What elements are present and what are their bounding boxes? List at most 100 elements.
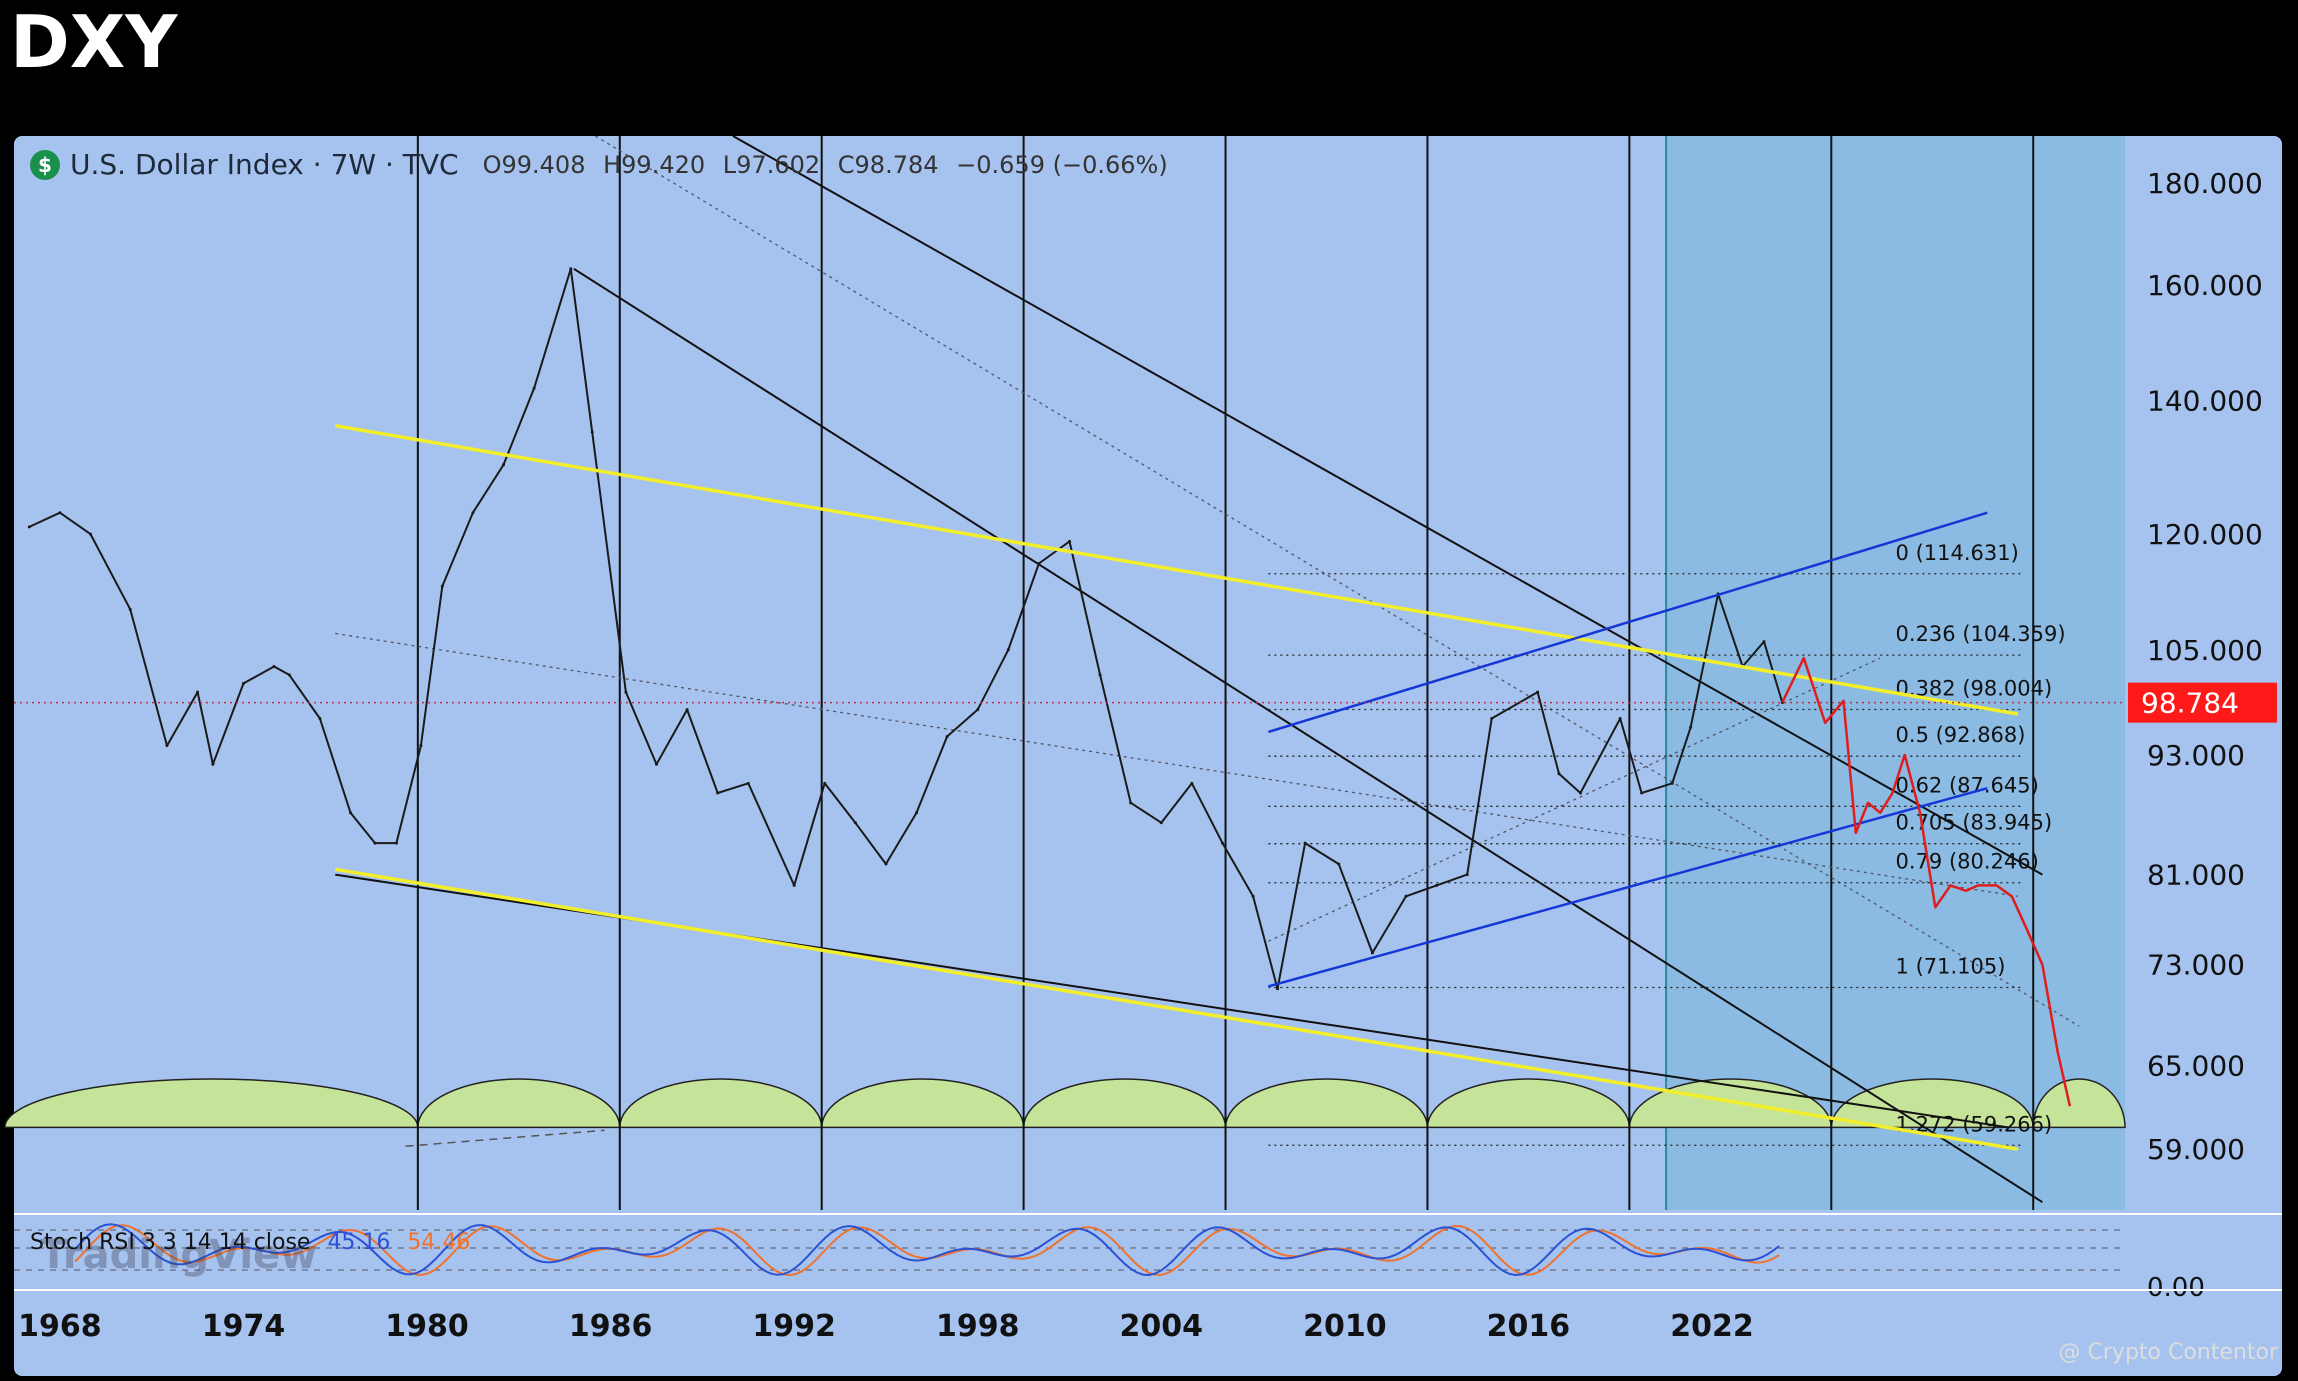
x-tick-label: 2016	[1487, 1309, 1571, 1344]
price-point	[746, 781, 750, 785]
fib-level-label: 0.79 (80.246)	[1896, 850, 2039, 874]
price-point	[1618, 716, 1622, 720]
channel-line	[732, 135, 2043, 876]
x-tick-label: 2022	[1670, 1309, 1754, 1344]
cycle-arc	[1426, 1078, 1631, 1129]
price-point	[654, 762, 658, 766]
price-point	[165, 744, 169, 748]
x-tick-label: 1974	[202, 1309, 286, 1344]
price-point	[27, 525, 31, 529]
stoch-k-line	[74, 1223, 1780, 1277]
price-point	[502, 463, 506, 467]
price-point	[1251, 894, 1255, 898]
change-value: −0.659 (−0.66%)	[956, 150, 1168, 179]
price-point	[88, 532, 92, 536]
tradingview-watermark: TradingView	[40, 1232, 318, 1278]
price-point	[915, 811, 919, 815]
price-point	[624, 690, 628, 694]
fib-level-label: 0 (114.631)	[1896, 541, 2019, 565]
price-point	[1465, 873, 1469, 877]
y-tick-label: 105.000	[2147, 634, 2263, 667]
price-point	[1220, 841, 1224, 845]
ohlc-values: O99.408 H99.420 L97.602 C98.784 −0.659 (…	[483, 151, 1178, 179]
projection-path	[1781, 656, 2072, 1107]
price-point	[1129, 801, 1133, 805]
price-point	[1006, 648, 1010, 652]
price-point	[1689, 725, 1693, 729]
x-tick-label: 2004	[1120, 1309, 1204, 1344]
symbol-label[interactable]: U.S. Dollar Index · 7W · TVC	[70, 148, 459, 181]
price-point	[853, 821, 857, 825]
last-price-label: 98.784	[2141, 687, 2239, 720]
open-value: O99.408	[482, 150, 586, 179]
price-point	[1098, 673, 1102, 677]
price-point	[590, 430, 594, 434]
x-tick-label: 1998	[936, 1309, 1020, 1344]
price-point	[1578, 791, 1582, 795]
price-point	[241, 681, 245, 685]
fib-level-label: 1 (71.105)	[1896, 955, 2006, 979]
price-point	[318, 716, 322, 720]
price-point	[1190, 781, 1194, 785]
price-point	[58, 511, 62, 515]
y-tick-label: 160.000	[2147, 269, 2263, 302]
cycle-arc	[619, 1078, 823, 1129]
page-title: DXY	[10, 0, 178, 84]
y-tick-label: 93.000	[2147, 739, 2245, 772]
price-point	[128, 607, 132, 611]
fib-level-label: 0.236 (104.359)	[1896, 622, 2066, 646]
x-tick-label: 2010	[1303, 1309, 1387, 1344]
y-tick-label: 140.000	[2147, 385, 2263, 418]
cycle-arc	[1224, 1078, 1429, 1129]
price-point	[394, 841, 398, 845]
price-point	[272, 664, 276, 668]
cycle-arc	[1022, 1078, 1227, 1129]
x-tick-label: 1992	[752, 1309, 836, 1344]
blue-channel-upper	[1267, 511, 1988, 734]
stoch-rsi-legend: Stoch RSI 3 3 14 14 close 45.16 54.46	[30, 1230, 470, 1255]
last-price-tag	[2128, 682, 2277, 723]
y-tick-label: 120.000	[2147, 518, 2263, 551]
price-point	[373, 841, 377, 845]
y-tick-label: 180.000	[2147, 167, 2263, 200]
price-point	[823, 781, 827, 785]
close-value: C98.784	[837, 150, 939, 179]
x-tick-label: 1968	[18, 1309, 102, 1344]
dollar-coin-icon: $	[30, 149, 60, 180]
dotted-trend-line	[594, 135, 2080, 1027]
price-point	[471, 511, 475, 515]
y-tick-label: 59.000	[2147, 1133, 2245, 1166]
author-credit: @ Crypto Contentor	[2058, 1340, 2278, 1365]
dotted-trend-line	[1268, 657, 1881, 942]
price-point	[1159, 821, 1163, 825]
price-point	[440, 584, 444, 588]
price-point	[1670, 781, 1674, 785]
price-point	[1276, 987, 1280, 991]
price-point	[1370, 951, 1374, 955]
price-point	[792, 883, 796, 887]
stoch-d-value: 54.46	[407, 1230, 471, 1255]
price-point	[1762, 640, 1766, 644]
y-tick-label: 81.000	[2147, 859, 2245, 892]
price-point	[976, 708, 980, 712]
stoch-rsi-label[interactable]: Stoch RSI 3 3 14 14 close	[30, 1230, 311, 1255]
channel-line	[573, 267, 2043, 1204]
price-point	[1435, 883, 1439, 887]
low-value: L97.602	[722, 150, 821, 179]
price-point	[1490, 716, 1494, 720]
price-point	[1303, 841, 1307, 845]
price-point	[716, 791, 720, 795]
yellow-channel-lower	[334, 867, 2019, 1151]
cycle-arc	[1830, 1078, 2034, 1129]
x-tick-label: 1986	[569, 1309, 653, 1344]
yellow-channel-upper	[334, 423, 2019, 716]
price-point	[419, 744, 423, 748]
symbol-legend: $ U.S. Dollar Index · 7W · TVC O99.408 H…	[30, 148, 1178, 181]
cycle-arc	[1628, 1078, 1833, 1129]
price-point	[211, 762, 215, 766]
dashed-base-line	[405, 1129, 605, 1147]
price-point	[884, 862, 888, 866]
cycle-arc	[820, 1078, 1025, 1129]
price-point	[1337, 862, 1341, 866]
